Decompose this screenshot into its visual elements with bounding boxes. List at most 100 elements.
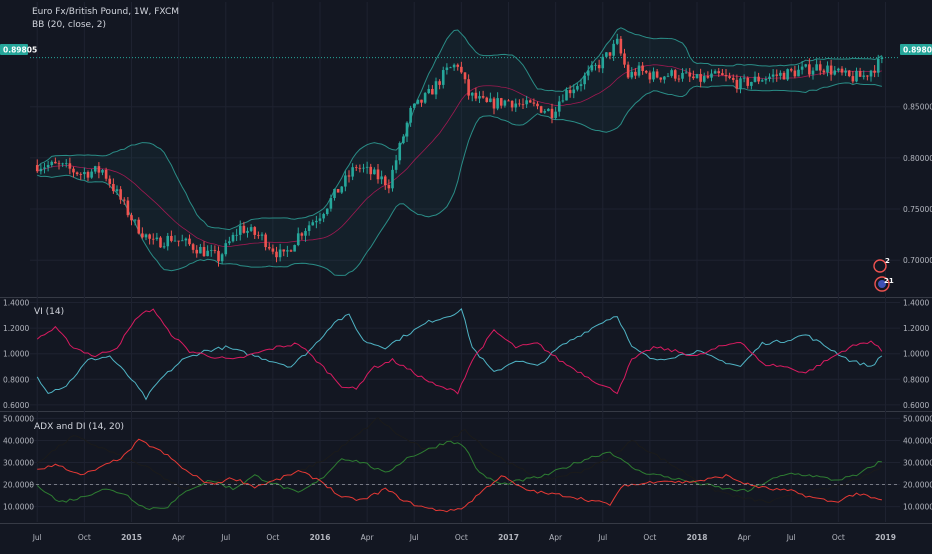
price-axis-label-right: 0.70000 <box>903 256 932 265</box>
candle-body <box>496 98 499 109</box>
candle-body <box>35 165 39 172</box>
candle-body <box>264 234 267 248</box>
candle-body <box>68 163 72 169</box>
candle-body <box>344 175 347 187</box>
candle-body <box>130 215 133 221</box>
candle-body <box>358 167 362 169</box>
candle-body <box>445 67 449 71</box>
price-axis-label-right: 0.8000 <box>903 375 929 384</box>
candle-body <box>779 72 782 76</box>
candle-body <box>612 43 615 56</box>
candle-body <box>510 100 514 108</box>
candle-body <box>652 71 655 80</box>
candle-body <box>721 73 724 76</box>
candle-body <box>470 92 474 96</box>
candle-body <box>412 103 416 108</box>
price-axis-label-right: 50.0000 <box>903 414 932 423</box>
candle-body <box>554 111 557 118</box>
price-axis-label-right: 1.2000 <box>903 324 929 333</box>
vi-minus-line <box>36 308 883 395</box>
candle-body <box>347 175 351 177</box>
candle-body <box>583 75 586 85</box>
candle-body <box>557 101 561 112</box>
dividend-icon[interactable]: 21 <box>874 276 894 292</box>
candle-body <box>670 70 673 76</box>
candle-body <box>655 71 659 78</box>
candle-body <box>431 88 434 95</box>
candle-body <box>782 72 786 80</box>
last-price-label-left: 0.89805 <box>3 46 37 55</box>
candle-body <box>876 58 880 73</box>
candle-body <box>822 70 826 73</box>
candle-body <box>688 72 692 77</box>
candle-body <box>851 76 855 82</box>
candle-body <box>739 78 742 89</box>
candle-body <box>398 143 402 161</box>
candle-body <box>590 65 594 71</box>
candle-body <box>648 72 652 80</box>
time-axis-label: 2019 <box>875 533 896 542</box>
candle-body <box>83 172 86 175</box>
candle-body <box>61 163 64 165</box>
candle-body <box>300 233 304 236</box>
candle-body <box>489 98 492 102</box>
candle-body <box>507 100 510 102</box>
candle-body <box>173 240 177 242</box>
candle-body <box>289 250 293 252</box>
candle-body <box>336 188 340 193</box>
price-axis-label-left: 10.0000 <box>3 503 34 512</box>
price-axis-label-left: 50.0000 <box>3 414 34 423</box>
price-axis-label-left: 0.8000 <box>3 375 29 384</box>
candle-body <box>492 98 496 109</box>
candle-body <box>786 69 789 80</box>
candle-body <box>514 103 518 108</box>
candle-body <box>64 163 68 165</box>
time-axis-label: Jul <box>786 533 796 542</box>
candle-body <box>315 220 318 223</box>
candle-body <box>220 254 224 262</box>
time-axis-label: Jul <box>32 533 42 542</box>
time-axis-label: Jul <box>409 533 419 542</box>
candle-body <box>467 79 470 96</box>
candle-body <box>634 71 637 76</box>
candle-body <box>170 235 173 241</box>
candle-body <box>155 237 159 240</box>
candle-body <box>90 171 93 178</box>
time-axis-label: 2016 <box>310 533 331 542</box>
candle-body <box>122 199 126 201</box>
candle-body <box>231 234 235 242</box>
candle-body <box>246 230 249 233</box>
candle-body <box>818 64 822 71</box>
vi-indicator-label: VI (14) <box>34 307 64 317</box>
candle-body <box>597 64 601 69</box>
candle-body <box>702 76 706 82</box>
candle-body <box>637 65 641 76</box>
price-axis-label-left: 1.0000 <box>3 350 29 359</box>
candle-body <box>478 96 481 99</box>
candle-body <box>692 76 695 79</box>
candle-body <box>840 68 844 73</box>
candle-body <box>826 65 829 73</box>
candle-body <box>184 238 188 241</box>
candle-body <box>75 172 79 175</box>
candle-body <box>199 246 202 254</box>
candle-body <box>275 251 278 258</box>
bb-fill <box>37 27 882 276</box>
candle-body <box>735 79 739 89</box>
candle-body <box>304 230 307 236</box>
candle-body <box>126 200 130 216</box>
candle-body <box>565 90 568 101</box>
candle-body <box>503 100 507 106</box>
candle-body <box>630 71 634 78</box>
event-flag-icon[interactable]: 2 <box>873 257 890 273</box>
candle-body <box>485 97 489 102</box>
candle-body <box>394 160 398 170</box>
candle-body <box>811 70 815 75</box>
candle-body <box>180 240 184 242</box>
candle-body <box>148 234 151 239</box>
candle-body <box>423 93 427 103</box>
price-axis-label-left: 30.0000 <box>3 458 34 467</box>
candle-body <box>532 102 536 104</box>
